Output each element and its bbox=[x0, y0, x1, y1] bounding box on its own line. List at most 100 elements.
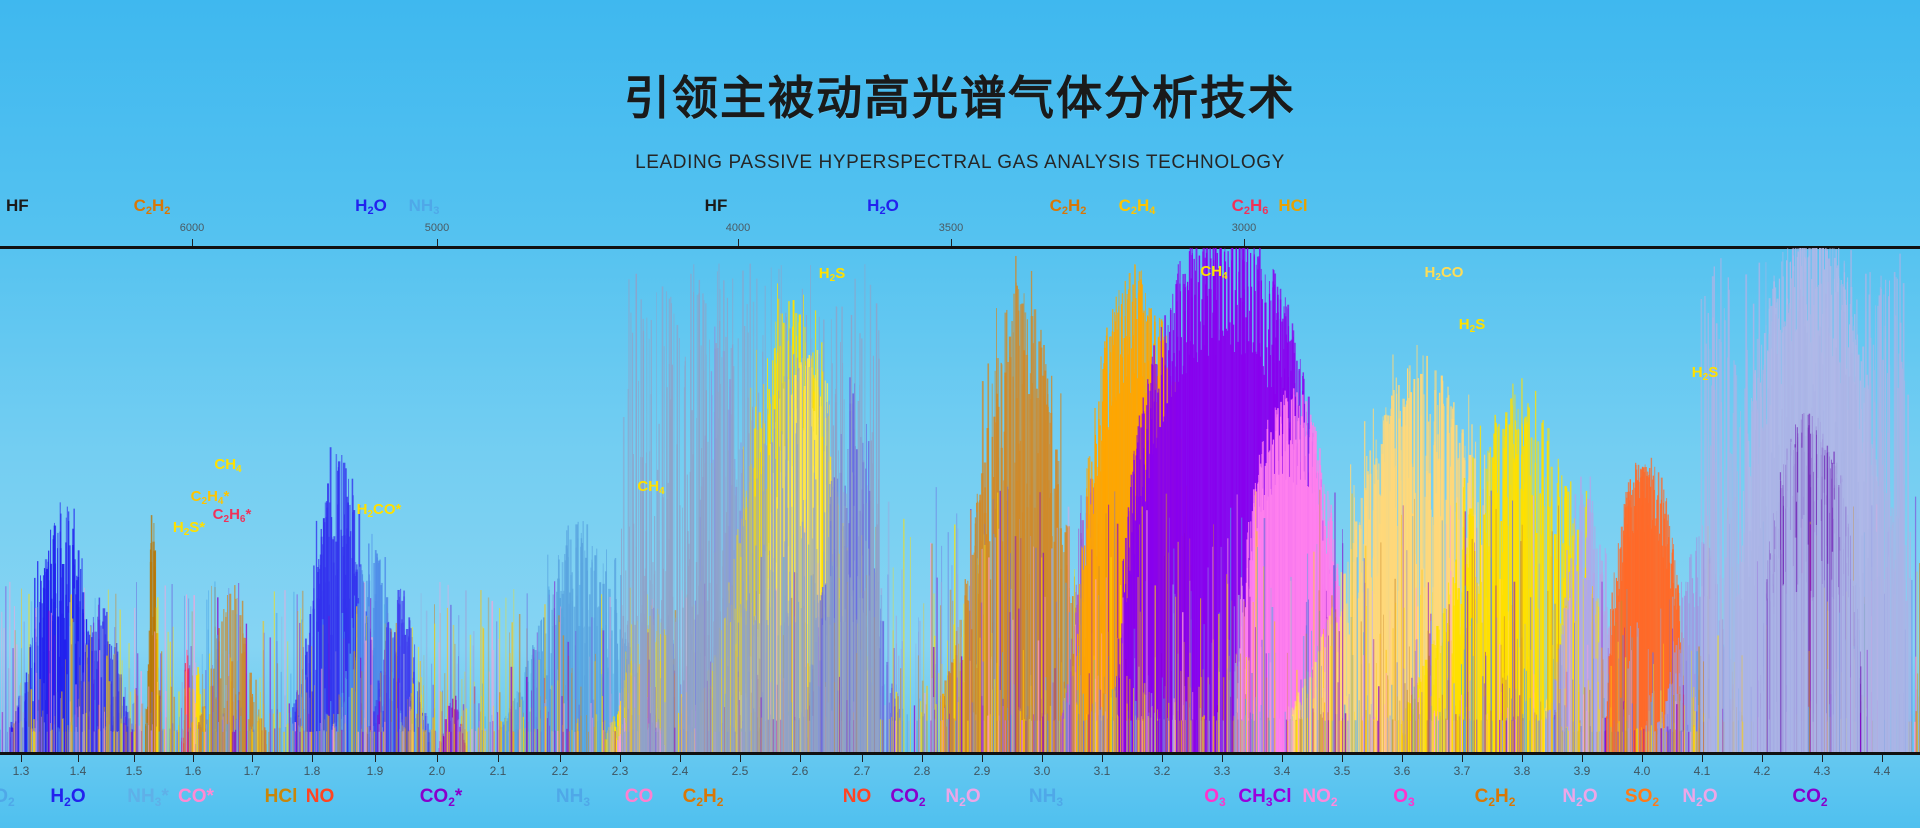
bottom-species-no: NO bbox=[842, 786, 872, 807]
bottom-tick-label: 4.3 bbox=[1813, 764, 1831, 778]
bottom-tick-mark bbox=[1342, 755, 1343, 762]
bottom-species-nh3: NH3 bbox=[555, 786, 591, 809]
top-species-c2h2: C2H2 bbox=[133, 196, 171, 217]
plot-species-c2h4star: C2H4* bbox=[190, 488, 230, 507]
bottom-species-n2o: N2O bbox=[1562, 786, 1598, 809]
bottom-species-o3: O3 bbox=[1393, 786, 1415, 809]
bottom-tick-label: 1.8 bbox=[303, 764, 321, 778]
bottom-tick-label: 3.2 bbox=[1153, 764, 1171, 778]
plot-species-h2costar: H2CO* bbox=[356, 501, 402, 520]
bottom-tick-label: 2.2 bbox=[551, 764, 569, 778]
bottom-tick-label: 2.3 bbox=[611, 764, 629, 778]
bottom-tick-mark bbox=[1162, 755, 1163, 762]
bottom-species-hcl: HCl bbox=[264, 786, 298, 807]
bottom-tick-label: 2.6 bbox=[791, 764, 809, 778]
top-axis-line bbox=[0, 246, 1920, 249]
bottom-tick-mark bbox=[1702, 755, 1703, 762]
bottom-tick-label: 3.3 bbox=[1213, 764, 1231, 778]
top-tick-label: 5000 bbox=[424, 222, 450, 234]
bottom-species-co2: CO2 bbox=[1792, 786, 1828, 809]
top-species-h2o: H2O bbox=[867, 196, 899, 217]
plot-species-h2s: H2S bbox=[818, 265, 846, 284]
bottom-species-so2: SO2 bbox=[1624, 786, 1660, 809]
bottom-tick-mark bbox=[437, 755, 438, 762]
top-species-c2h6: C2H6 bbox=[1231, 196, 1269, 217]
bottom-tick-label: 3.9 bbox=[1573, 764, 1591, 778]
bottom-tick-label: 2.5 bbox=[731, 764, 749, 778]
bottom-tick-label: 4.0 bbox=[1633, 764, 1651, 778]
bottom-tick-label: 1.6 bbox=[184, 764, 202, 778]
bottom-tick-mark bbox=[680, 755, 681, 762]
bottom-tick-label: 3.8 bbox=[1513, 764, 1531, 778]
top-tick-label: 4000 bbox=[725, 222, 751, 234]
bottom-tick-label: 3.5 bbox=[1333, 764, 1351, 778]
bottom-tick-label: 2.0 bbox=[428, 764, 446, 778]
bottom-species-o2: O2 bbox=[0, 786, 15, 809]
bottom-tick-label: 2.8 bbox=[913, 764, 931, 778]
bottom-tick-mark bbox=[1882, 755, 1883, 762]
bottom-tick-mark bbox=[922, 755, 923, 762]
bottom-tick-label: 1.4 bbox=[69, 764, 87, 778]
bottom-tick-mark bbox=[312, 755, 313, 762]
plot-species-ch4: CH4 bbox=[214, 456, 242, 475]
bottom-tick-mark bbox=[1522, 755, 1523, 762]
bottom-tick-mark bbox=[560, 755, 561, 762]
bottom-species-h2o: H2O bbox=[50, 786, 86, 809]
top-species-c2h2: C2H2 bbox=[1049, 196, 1087, 217]
bottom-tick-mark bbox=[1042, 755, 1043, 762]
bottom-tick-label: 4.1 bbox=[1693, 764, 1711, 778]
bottom-tick-label: 3.4 bbox=[1273, 764, 1291, 778]
bottom-tick-label: 2.7 bbox=[853, 764, 871, 778]
bottom-tick-label: 3.6 bbox=[1393, 764, 1411, 778]
plot-species-ch4: CH4 bbox=[1200, 263, 1228, 282]
top-tick-mark bbox=[951, 239, 952, 246]
bottom-tick-mark bbox=[1582, 755, 1583, 762]
bottom-species-o3: O3 bbox=[1204, 786, 1226, 809]
top-tick-label: 3000 bbox=[1231, 222, 1257, 234]
bottom-tick-label: 4.4 bbox=[1873, 764, 1891, 778]
top-species-h2o: H2O bbox=[355, 196, 387, 217]
bottom-tick-mark bbox=[134, 755, 135, 762]
bottom-tick-mark bbox=[800, 755, 801, 762]
top-tick-label: 3500 bbox=[938, 222, 964, 234]
bottom-tick-mark bbox=[78, 755, 79, 762]
bottom-species-co2: CO2 bbox=[890, 786, 926, 809]
top-species-c2h4: C2H4 bbox=[1118, 196, 1156, 217]
bottom-species-no2: NO2 bbox=[1302, 786, 1338, 809]
bottom-tick-mark bbox=[1102, 755, 1103, 762]
bottom-tick-mark bbox=[252, 755, 253, 762]
bottom-species-nh3: NH3 bbox=[1028, 786, 1064, 809]
bottom-species-co2star: CO2* bbox=[419, 786, 463, 809]
bottom-tick-label: 4.2 bbox=[1753, 764, 1771, 778]
bottom-tick-mark bbox=[862, 755, 863, 762]
bottom-species-c2h2: C2H2 bbox=[682, 786, 724, 809]
bottom-tick-mark bbox=[1822, 755, 1823, 762]
top-tick-mark bbox=[738, 239, 739, 246]
top-species-hf: HF bbox=[704, 196, 728, 215]
top-tick-label: 6000 bbox=[179, 222, 205, 234]
bottom-tick-label: 2.1 bbox=[489, 764, 507, 778]
bottom-tick-mark bbox=[1222, 755, 1223, 762]
plot-species-h2sstar: H2S* bbox=[172, 519, 206, 538]
bottom-tick-mark bbox=[1642, 755, 1643, 762]
bottom-tick-mark bbox=[1282, 755, 1283, 762]
page-subtitle: LEADING PASSIVE HYPERSPECTRAL GAS ANALYS… bbox=[635, 152, 1285, 173]
bottom-species-n2o: N2O bbox=[1682, 786, 1718, 809]
top-species-hcl: HCl bbox=[1278, 196, 1308, 215]
top-species-hf: HF bbox=[6, 196, 29, 215]
top-tick-mark bbox=[1244, 239, 1245, 246]
bottom-species-c2h2: C2H2 bbox=[1474, 786, 1516, 809]
bottom-species-nh3star: NH3* bbox=[127, 786, 169, 809]
top-species-nh3: NH3 bbox=[408, 196, 440, 217]
bottom-tick-mark bbox=[620, 755, 621, 762]
plot-species-c2h6star: C2H6* bbox=[212, 506, 252, 525]
bottom-species-ch3cl: CH3Cl bbox=[1238, 786, 1292, 809]
bottom-tick-label: 1.5 bbox=[125, 764, 143, 778]
bottom-species-costar: CO* bbox=[178, 786, 214, 807]
bottom-tick-label: 1.7 bbox=[243, 764, 261, 778]
bottom-tick-label: 1.3 bbox=[12, 764, 30, 778]
bottom-tick-label: 2.4 bbox=[671, 764, 689, 778]
plot-species-h2s: H2S bbox=[1691, 364, 1719, 383]
bottom-species-n2o: N2O bbox=[945, 786, 981, 809]
